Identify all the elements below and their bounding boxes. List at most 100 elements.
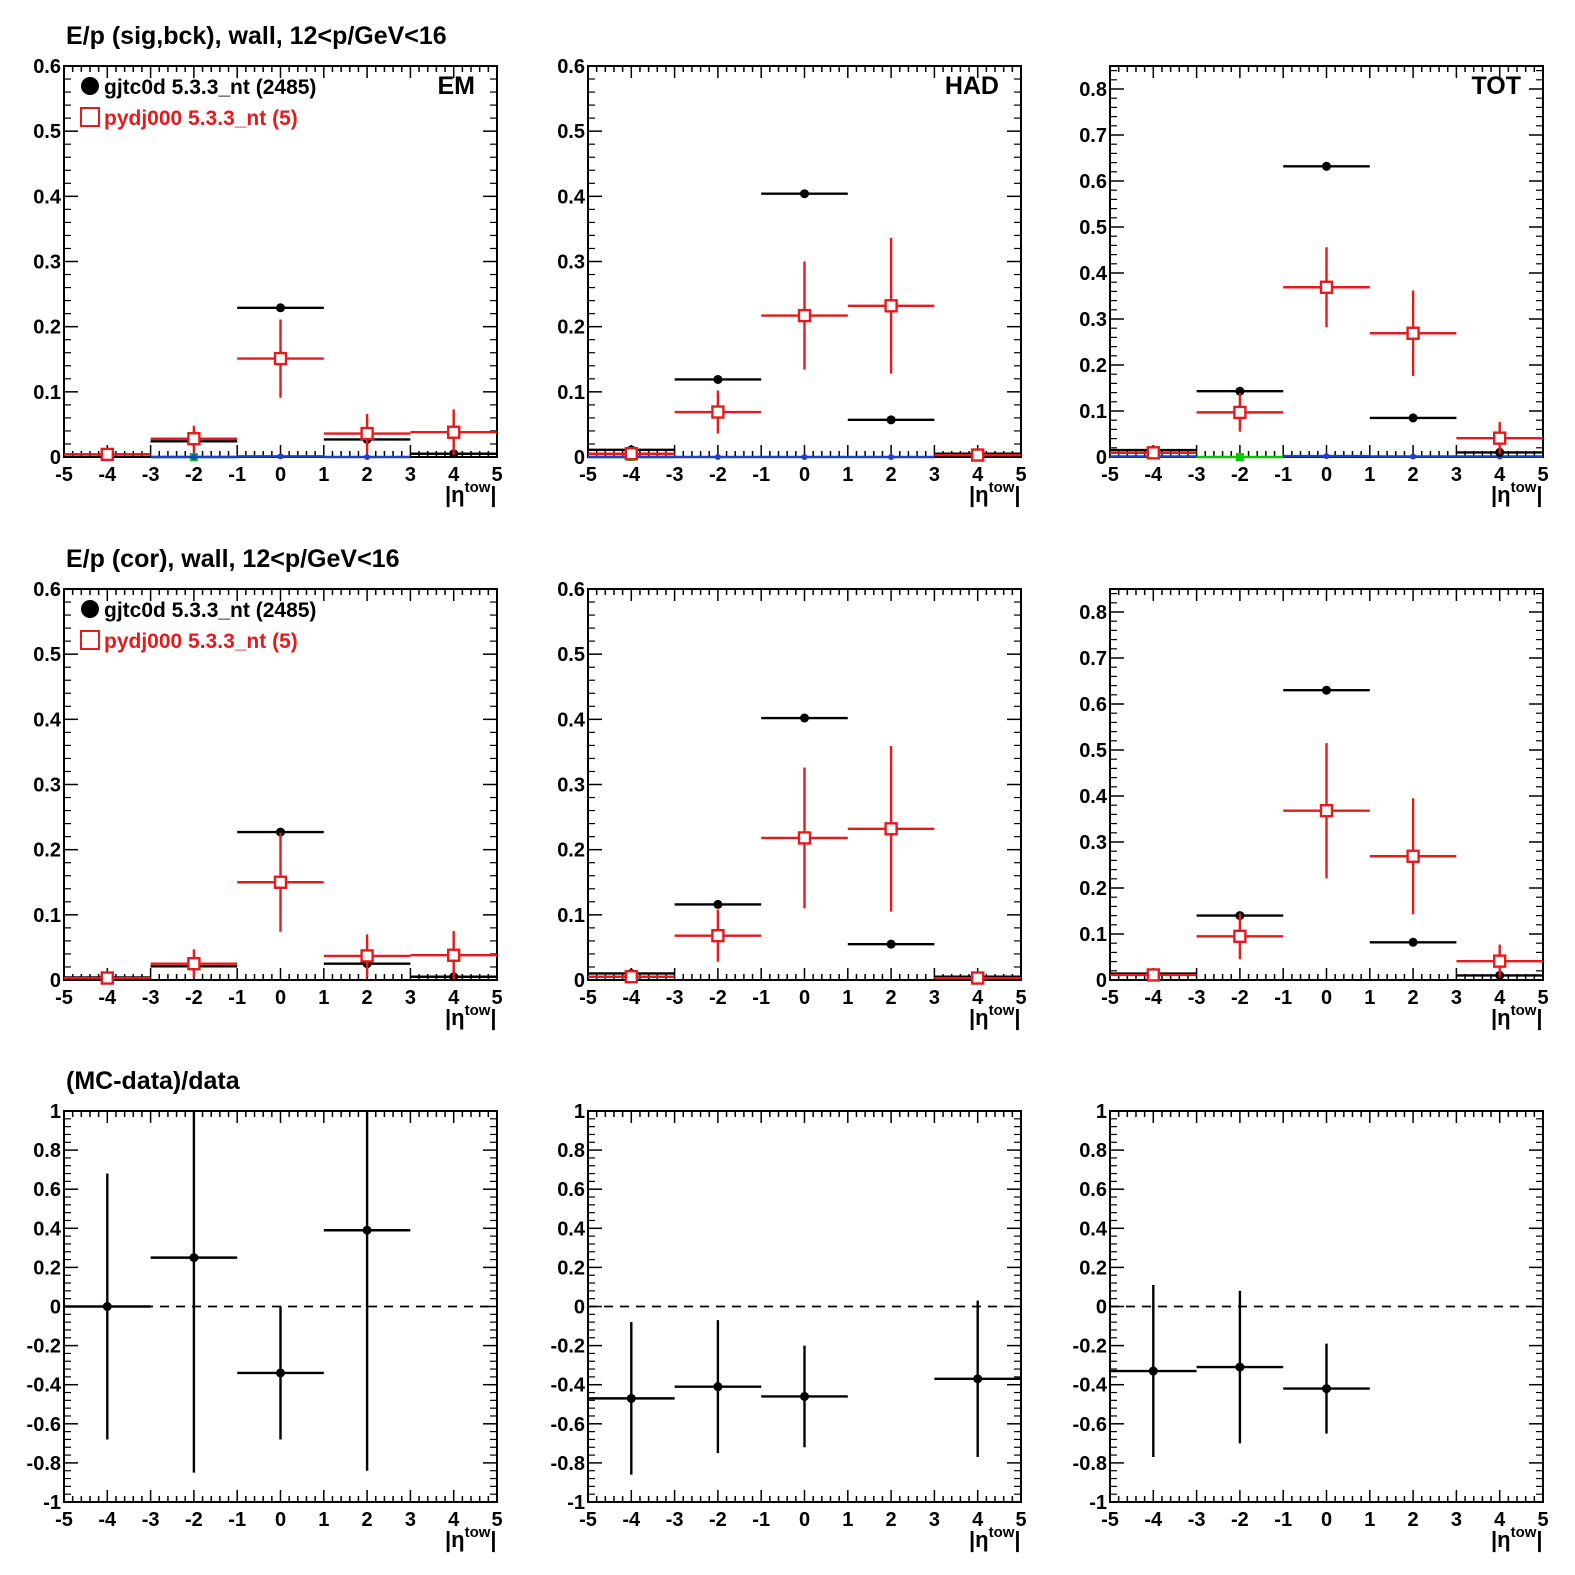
x-tick-label: -3 bbox=[1188, 987, 1206, 1009]
x-tick-label: -2 bbox=[1231, 987, 1249, 1009]
x-tick-label: 2 bbox=[1408, 1509, 1419, 1531]
y-tick-label: 0.4 bbox=[1079, 263, 1108, 285]
y-tick-label: 0.6 bbox=[1079, 1179, 1107, 1201]
x-tick-label: 2 bbox=[886, 1509, 897, 1531]
x-tick-label: 3 bbox=[929, 464, 940, 486]
mc-marker bbox=[100, 447, 115, 462]
panel-label: HAD bbox=[945, 72, 999, 100]
y-tick-label: 0 bbox=[574, 970, 585, 992]
y-tick-label: 0.8 bbox=[33, 1140, 61, 1162]
x-tick-label: 1 bbox=[318, 987, 329, 1009]
x-tick-label: 5 bbox=[1015, 1509, 1026, 1531]
y-tick-label: 0 bbox=[50, 970, 61, 992]
data-marker bbox=[276, 303, 285, 313]
y-tick-label: 0.2 bbox=[1079, 355, 1107, 377]
x-tick-label: 3 bbox=[929, 987, 940, 1009]
y-tick-label: 0.3 bbox=[1079, 309, 1107, 331]
x-tick-label: 1 bbox=[318, 464, 329, 486]
x-tick-label: -1 bbox=[228, 987, 246, 1009]
mc-marker bbox=[100, 971, 115, 985]
x-tick-label: 5 bbox=[1537, 464, 1548, 486]
mc-marker bbox=[711, 928, 725, 943]
y-tick-label: 0.1 bbox=[33, 382, 61, 404]
y-tick-label: -0.6 bbox=[551, 1414, 585, 1436]
y-tick-label: 0.7 bbox=[1079, 125, 1107, 147]
x-tick-label: 5 bbox=[1015, 464, 1026, 486]
legend-mc-marker bbox=[80, 107, 100, 127]
row-title-2: (MC-data)/data bbox=[66, 1067, 241, 1095]
background-marker bbox=[277, 453, 284, 460]
x-tick-label: 5 bbox=[1537, 1509, 1548, 1531]
x-tick-label: 0 bbox=[275, 987, 286, 1009]
mc-marker bbox=[1492, 431, 1507, 445]
data-marker bbox=[276, 1368, 285, 1378]
x-tick-label: 5 bbox=[1537, 987, 1548, 1009]
y-tick-label: -1 bbox=[43, 1492, 61, 1514]
panel-0-1: 0 0.1 0.2 0.3 0.4 0.5 0.6 -5 -4 -3 -2 -1 0 1 2 3 4 5|ηtow… bbox=[557, 56, 1026, 507]
y-tick-label: 0.5 bbox=[33, 644, 61, 666]
y-tick-label: 0.2 bbox=[1079, 1257, 1107, 1279]
y-tick-label: 0 bbox=[574, 447, 585, 469]
mc-marker bbox=[1233, 929, 1247, 943]
data-marker bbox=[973, 1374, 983, 1384]
x-tick-label: -3 bbox=[142, 1509, 160, 1531]
x-tick-label: 5 bbox=[491, 464, 502, 486]
panel-1-2: 0 0.1 0.2 0.3 0.4 0.5 0.6 0.7 0.8 -5 -4 -3 -2 -1 0 1 2 3 4… bbox=[1079, 588, 1549, 1030]
x-tick-label: -5 bbox=[1101, 987, 1119, 1009]
x-axis-label: |ηtow| bbox=[445, 1524, 497, 1552]
x-tick-label: -2 bbox=[709, 1509, 727, 1531]
x-axis-label: |ηtow| bbox=[969, 1524, 1021, 1552]
y-tick-label: -0.6 bbox=[27, 1414, 61, 1436]
y-tick-label: 0 bbox=[50, 447, 61, 469]
background-marker bbox=[1323, 453, 1330, 460]
y-tick-label: 0 bbox=[1096, 970, 1107, 992]
data-marker bbox=[1322, 685, 1331, 695]
x-tick-label: 0 bbox=[799, 1509, 810, 1531]
panel-2-2: -1 -0.8 -0.6 -0.4 -0.2 0 0.2 0.4 0.6 0.8 1 -5 -4 -3 -2… bbox=[1073, 1101, 1549, 1552]
mc-marker bbox=[711, 405, 725, 419]
x-tick-label: 3 bbox=[929, 1509, 940, 1531]
x-tick-label: -4 bbox=[98, 987, 117, 1009]
x-tick-label: 2 bbox=[362, 987, 373, 1009]
panel-label: EM bbox=[438, 72, 476, 100]
y-tick-label: 0.3 bbox=[33, 775, 61, 797]
mc-marker bbox=[187, 432, 201, 446]
y-tick-label: 1 bbox=[1096, 1101, 1107, 1123]
x-axis-label: |ηtow| bbox=[1491, 1524, 1543, 1552]
x-tick-label: 1 bbox=[842, 1509, 853, 1531]
x-tick-label: -5 bbox=[579, 464, 597, 486]
x-tick-label: -3 bbox=[1188, 464, 1206, 486]
data-marker bbox=[886, 939, 896, 949]
x-tick-label: -2 bbox=[709, 987, 727, 1009]
x-tick-label: -5 bbox=[55, 464, 73, 486]
mc-marker bbox=[884, 822, 898, 836]
x-tick-label: 2 bbox=[886, 464, 897, 486]
x-tick-label: -2 bbox=[185, 464, 203, 486]
y-tick-label: -0.8 bbox=[551, 1453, 585, 1475]
y-tick-label: 0.2 bbox=[557, 840, 585, 862]
y-tick-label: 1 bbox=[50, 1101, 61, 1123]
data-marker bbox=[1322, 1384, 1331, 1394]
x-tick-label: -1 bbox=[752, 987, 770, 1009]
x-tick-label: 0 bbox=[275, 464, 286, 486]
x-tick-label: -1 bbox=[1274, 464, 1292, 486]
x-axis-label: |ηtow| bbox=[969, 479, 1021, 507]
data-marker bbox=[1235, 1362, 1245, 1372]
background-marker bbox=[801, 454, 808, 460]
y-tick-label: 0.4 bbox=[557, 1218, 586, 1240]
mc-marker bbox=[797, 831, 812, 845]
panel-1-0: 0 0.1 0.2 0.3 0.4 0.5 0.6 -5 -4 -3 -2 -1 0 1 2 3 4 5|ηtow… bbox=[33, 579, 502, 1030]
mc-marker bbox=[447, 948, 461, 962]
mc-marker bbox=[1492, 954, 1507, 968]
y-tick-label: 0.4 bbox=[33, 709, 62, 731]
data-marker bbox=[276, 827, 285, 837]
mc-marker bbox=[797, 308, 812, 323]
mc-marker bbox=[1406, 326, 1420, 340]
data-marker bbox=[362, 1225, 372, 1235]
x-tick-label: -4 bbox=[622, 464, 641, 486]
mc-marker bbox=[624, 970, 638, 984]
y-tick-label: 0.5 bbox=[557, 121, 585, 143]
x-tick-label: 2 bbox=[1408, 464, 1419, 486]
x-tick-label: 4 bbox=[1494, 987, 1506, 1009]
x-tick-label: -4 bbox=[622, 987, 641, 1009]
